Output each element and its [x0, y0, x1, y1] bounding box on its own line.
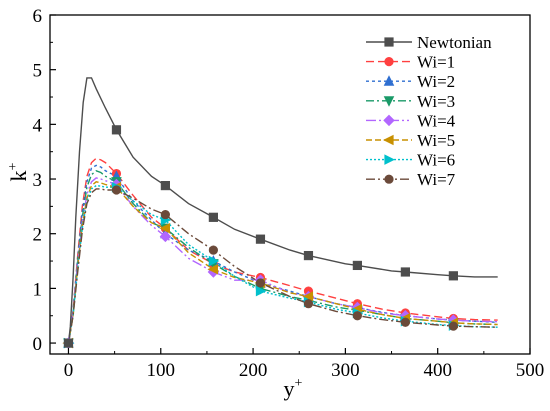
legend-label: Wi=6 [417, 151, 455, 170]
series-line-wi-2 [67, 164, 498, 344]
legend-item-wi-6: Wi=6 [366, 151, 455, 170]
data-point-wi-7 [303, 299, 314, 309]
marker-layer [62, 125, 460, 350]
data-point-wi-7 [400, 317, 410, 327]
legend-marker [383, 75, 395, 86]
legend-label: Newtonian [417, 33, 492, 52]
x-tick-label: 0 [64, 360, 74, 381]
legend-marker [384, 37, 394, 47]
series-layer [67, 77, 498, 344]
data-point-wi-7 [448, 321, 458, 331]
y-tick-label: 0 [33, 334, 43, 355]
x-axis-label: y+ [284, 376, 303, 401]
legend-label: Wi=3 [417, 92, 455, 111]
legend-label: Wi=7 [417, 170, 456, 189]
y-tick-label: 6 [33, 6, 43, 27]
data-point-newtonian [400, 267, 410, 277]
data-point-wi-7 [111, 185, 122, 195]
data-point-wi-7 [352, 311, 362, 321]
y-tick-label: 2 [33, 225, 43, 246]
legend-item-wi-4: Wi=4 [366, 111, 456, 130]
plot-frame [49, 14, 531, 355]
data-point-wi-7 [208, 245, 218, 255]
series-line-wi-5 [67, 181, 498, 344]
x-tick-label: 500 [516, 360, 545, 381]
x-tick-label: 200 [239, 360, 268, 381]
legend-item-wi-3: Wi=3 [366, 92, 455, 111]
data-point-newtonian [160, 180, 170, 191]
legend-marker [383, 96, 395, 107]
data-point-wi-6 [208, 255, 220, 267]
data-point-newtonian [111, 125, 122, 135]
series-line-wi-7 [67, 188, 498, 344]
y-tick-label: 4 [33, 115, 43, 136]
legend-marker [383, 114, 395, 127]
legend-marker [383, 134, 394, 146]
y-tick-label: 1 [33, 279, 43, 300]
y-tick-label: 5 [33, 61, 43, 82]
y-tick-label: 3 [33, 170, 43, 191]
series-line-wi-1 [67, 157, 498, 344]
legend-marker [384, 174, 394, 184]
data-point-wi-7 [255, 278, 266, 288]
x-axis-ticks: 0 100 200 300 400 500 [64, 348, 545, 381]
legend-label: Wi=4 [417, 111, 456, 130]
x-tick-label: 300 [331, 360, 360, 381]
legend-item-wi-2: Wi=2 [366, 72, 455, 91]
series-line-wi-3 [67, 170, 498, 344]
data-point-newtonian [448, 271, 458, 281]
data-point-wi-5 [159, 222, 170, 234]
y-axis-ticks: 0 1 2 3 4 5 6 [33, 6, 56, 355]
legend-item-newtonian: Newtonian [366, 33, 492, 52]
series-line-wi-4 [67, 177, 498, 344]
data-point-newtonian [352, 260, 362, 271]
legend-label: Wi=5 [417, 131, 455, 150]
plot-area-border [49, 14, 531, 355]
data-point-wi-6 [255, 285, 267, 297]
x-axis-label-superscript: + [295, 376, 303, 391]
y-axis-label-superscript: + [6, 162, 21, 170]
data-point-wi-5 [207, 263, 218, 275]
legend-label: Wi=1 [417, 53, 455, 72]
x-tick-label: 400 [423, 360, 452, 381]
data-point-newtonian [63, 338, 74, 348]
x-tick-label: 100 [147, 360, 176, 381]
legend-marker [384, 154, 395, 165]
y-axis-label: k+ [6, 162, 31, 181]
legend-item-wi-7: Wi=7 [366, 170, 456, 189]
series-line-wi-6 [67, 184, 498, 344]
data-point-newtonian [208, 212, 218, 222]
data-point-wi-4 [159, 230, 172, 243]
legend-item-wi-5: Wi=5 [366, 131, 455, 150]
legend-item-wi-1: Wi=1 [366, 53, 455, 72]
data-point-wi-7 [160, 209, 170, 220]
data-point-newtonian [303, 250, 314, 261]
series-line-newtonian [67, 77, 498, 344]
legend-marker [384, 56, 394, 67]
legend-label: Wi=2 [417, 72, 455, 91]
data-point-newtonian [255, 234, 266, 244]
